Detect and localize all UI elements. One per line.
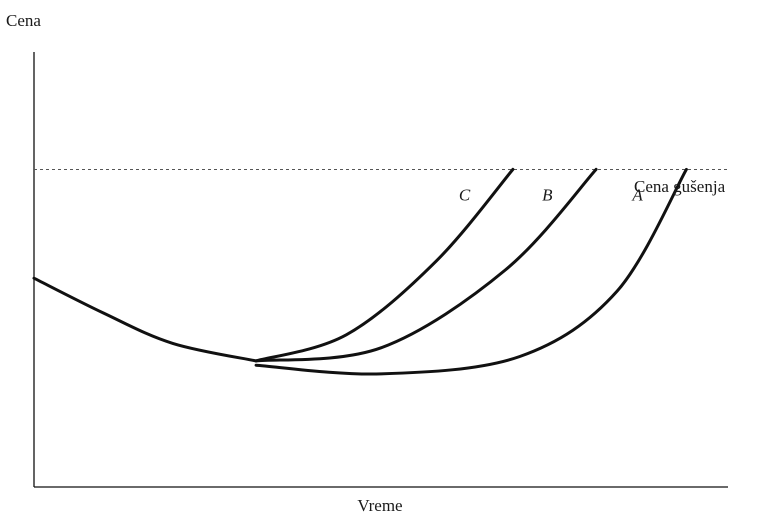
curve-common-segment (32, 276, 258, 363)
curve-b (254, 167, 598, 363)
curve-c (254, 167, 515, 363)
curve-label-c: C (459, 185, 471, 204)
x-axis-label: Vreme (357, 496, 402, 514)
curve-label-b: B (542, 185, 553, 204)
choke-price-label: Cena gušenja (634, 177, 726, 196)
labels-group: Cena Vreme Cena gušenja C B A (6, 11, 726, 514)
curve-label-a: A (631, 185, 643, 204)
curves-group (32, 167, 688, 376)
chart-axes (33, 52, 728, 488)
y-axis-label: Cena (6, 11, 41, 30)
curve-a (254, 167, 688, 376)
